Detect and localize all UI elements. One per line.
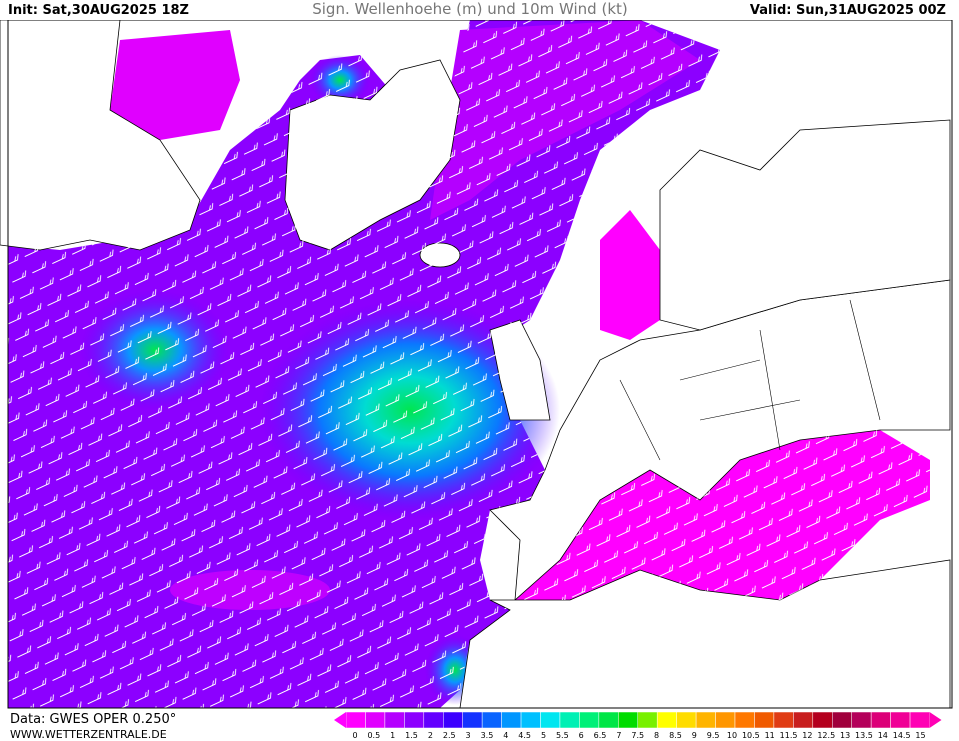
legend-swatch xyxy=(618,711,638,729)
legend-label: 15 xyxy=(915,731,925,740)
legend-swatch xyxy=(656,711,677,729)
init-time: Init: Sat,30AUG2025 18Z xyxy=(8,3,189,18)
legend-swatch xyxy=(559,711,580,729)
legend-label: 8.5 xyxy=(669,731,682,740)
legend-label: 2.5 xyxy=(443,731,456,740)
legend-label: 13.5 xyxy=(855,731,873,740)
legend-label: 1 xyxy=(390,731,395,740)
header-bar xyxy=(0,0,959,20)
legend-label: 7 xyxy=(616,731,621,740)
legend-arrow xyxy=(334,712,346,728)
legend-label: 14.5 xyxy=(893,731,911,740)
legend-label: 6 xyxy=(579,731,584,740)
map-title: Sign. Wellenhoehe (m) und 10m Wind (kt) xyxy=(312,0,628,18)
legend-swatch xyxy=(501,711,522,729)
legend-swatch xyxy=(598,711,619,729)
legend-swatch xyxy=(890,711,911,729)
legend-swatch xyxy=(462,711,483,729)
legend-label: 11 xyxy=(765,731,775,740)
data-source: Data: GWES OPER 0.250° xyxy=(10,712,176,727)
legend-label: 4 xyxy=(503,731,508,740)
legend-swatch xyxy=(851,711,872,729)
wind-barbs xyxy=(8,20,720,708)
color-legend: 0 0.5 1 1.5 2 2.5 3 3.5 4 4.5 5 5.5 6 6.5 7 7.5 8 8.5 9 9.5… xyxy=(334,711,942,740)
legend-label: 0 xyxy=(352,731,357,740)
legend-label: 5.5 xyxy=(556,731,569,740)
borders xyxy=(619,299,881,461)
legend-label: 10.5 xyxy=(742,731,760,740)
legend-label: 1.5 xyxy=(405,731,418,740)
legend-swatch xyxy=(734,711,755,729)
baffin-sea xyxy=(110,30,240,140)
legend-swatch xyxy=(754,711,775,729)
legend-swatch xyxy=(481,711,502,729)
legend-label: 3.5 xyxy=(481,731,494,740)
legend-swatch xyxy=(812,711,833,729)
legend-label: 9.5 xyxy=(707,731,720,740)
legend-label: 10 xyxy=(727,731,737,740)
legend-label: 13 xyxy=(840,731,850,740)
legend-swatch xyxy=(345,711,366,729)
legend-swatch xyxy=(832,711,852,729)
legend-swatch xyxy=(909,711,930,729)
legend-label: 3 xyxy=(466,731,471,740)
legend-label: 12.5 xyxy=(817,731,835,740)
legend-swatch xyxy=(793,711,814,729)
legend-label: 8 xyxy=(654,731,659,740)
legend-label: 4.5 xyxy=(518,731,531,740)
legend-swatch xyxy=(423,711,444,729)
legend-swatch xyxy=(695,711,716,729)
legend-swatch xyxy=(870,711,891,729)
scandinavia-russia xyxy=(659,119,951,331)
legend-swatch xyxy=(579,711,600,729)
legend-label: 14 xyxy=(878,731,888,740)
site-url: WWW.WETTERZENTRALE.DE xyxy=(10,728,167,741)
legend-swatch xyxy=(637,711,658,729)
legend-label: 0.5 xyxy=(367,731,380,740)
legend-label: 6.5 xyxy=(594,731,607,740)
legend-swatch xyxy=(773,711,794,729)
legend-swatch xyxy=(715,711,736,729)
legend-label: 9 xyxy=(692,731,697,740)
legend-swatch xyxy=(365,711,386,729)
legend-swatch xyxy=(676,711,697,729)
legend-label: 11.5 xyxy=(780,731,798,740)
legend-swatch xyxy=(404,711,425,729)
legend-label: 12 xyxy=(802,731,812,740)
legend-swatch xyxy=(540,711,561,729)
legend-arrow xyxy=(929,712,942,728)
legend-swatch xyxy=(520,711,541,729)
legend-label: 7.5 xyxy=(631,731,644,740)
valid-time: Valid: Sun,31AUG2025 00Z xyxy=(750,3,946,18)
wind-barbs xyxy=(520,430,930,600)
legend-label: 5 xyxy=(541,731,546,740)
legend-label: 2 xyxy=(428,731,433,740)
baltic xyxy=(600,210,660,340)
legend-swatch xyxy=(384,711,405,729)
legend-swatch xyxy=(443,711,463,729)
